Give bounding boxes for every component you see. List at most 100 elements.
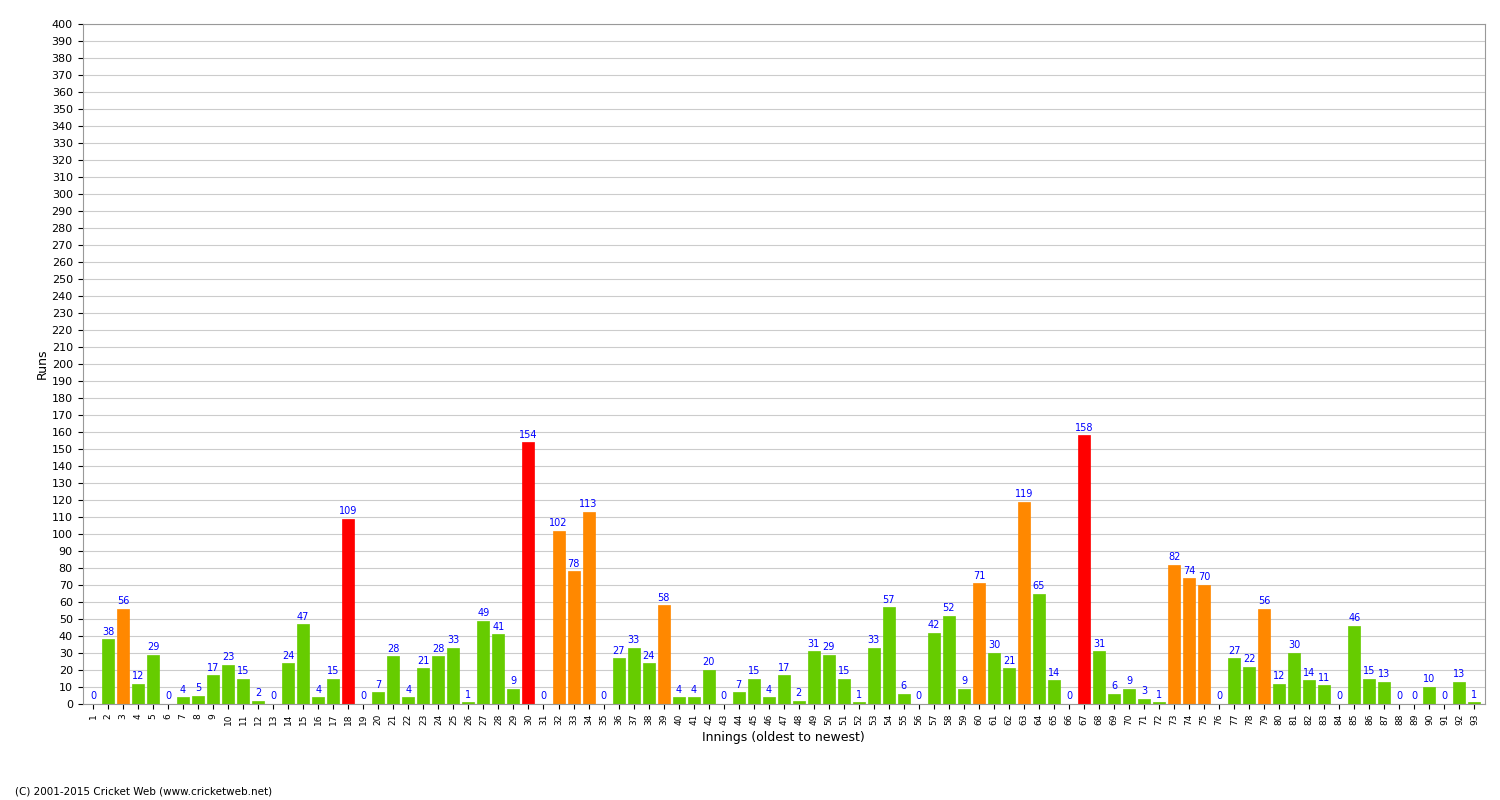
Bar bbox=[1378, 682, 1390, 704]
Text: 15: 15 bbox=[327, 666, 339, 676]
Text: 4: 4 bbox=[765, 685, 772, 694]
Text: 31: 31 bbox=[807, 638, 820, 649]
Bar bbox=[297, 624, 309, 704]
Bar bbox=[207, 675, 219, 704]
Text: 14: 14 bbox=[1304, 668, 1316, 678]
Bar bbox=[974, 583, 986, 704]
Bar bbox=[762, 697, 774, 704]
Bar bbox=[1424, 687, 1436, 704]
Text: 13: 13 bbox=[1454, 670, 1466, 679]
Bar bbox=[612, 658, 624, 704]
Text: 58: 58 bbox=[657, 593, 670, 603]
Bar bbox=[1258, 609, 1270, 704]
Text: 102: 102 bbox=[549, 518, 568, 528]
Text: 5: 5 bbox=[195, 683, 201, 693]
Bar bbox=[342, 518, 354, 704]
Bar bbox=[928, 633, 940, 704]
Text: 119: 119 bbox=[1016, 489, 1034, 499]
Text: 6: 6 bbox=[902, 682, 908, 691]
Bar bbox=[1154, 702, 1166, 704]
Bar bbox=[1364, 678, 1376, 704]
Bar bbox=[839, 678, 850, 704]
Text: 38: 38 bbox=[102, 627, 114, 637]
Bar bbox=[117, 609, 129, 704]
Bar bbox=[507, 689, 519, 704]
Text: 52: 52 bbox=[942, 603, 956, 613]
Text: 15: 15 bbox=[747, 666, 760, 676]
Text: 1: 1 bbox=[465, 690, 471, 700]
Bar bbox=[687, 697, 699, 704]
Bar bbox=[1108, 694, 1120, 704]
Text: 6: 6 bbox=[1112, 682, 1118, 691]
Text: 4: 4 bbox=[405, 685, 411, 694]
Text: 1: 1 bbox=[856, 690, 862, 700]
Text: 20: 20 bbox=[702, 658, 715, 667]
Bar bbox=[1318, 686, 1330, 704]
Text: 4: 4 bbox=[315, 685, 321, 694]
Bar bbox=[1288, 653, 1300, 704]
Bar bbox=[642, 663, 654, 704]
Bar bbox=[147, 654, 159, 704]
Text: 70: 70 bbox=[1198, 573, 1210, 582]
Text: 4: 4 bbox=[180, 685, 186, 694]
Bar bbox=[1468, 702, 1480, 704]
Text: 158: 158 bbox=[1076, 423, 1094, 433]
Bar bbox=[1048, 680, 1060, 704]
Text: (C) 2001-2015 Cricket Web (www.cricketweb.net): (C) 2001-2015 Cricket Web (www.cricketwe… bbox=[15, 786, 272, 796]
Text: 7: 7 bbox=[735, 679, 742, 690]
Text: 74: 74 bbox=[1184, 566, 1196, 576]
Text: 82: 82 bbox=[1168, 552, 1180, 562]
Text: 1: 1 bbox=[1156, 690, 1162, 700]
Text: 42: 42 bbox=[927, 620, 940, 630]
Text: 21: 21 bbox=[417, 656, 429, 666]
Text: 41: 41 bbox=[492, 622, 504, 632]
Text: 15: 15 bbox=[237, 666, 249, 676]
Bar bbox=[1244, 666, 1256, 704]
Text: 22: 22 bbox=[1244, 654, 1256, 664]
Text: 0: 0 bbox=[1412, 691, 1418, 702]
Text: 0: 0 bbox=[1442, 691, 1448, 702]
Text: 24: 24 bbox=[642, 650, 656, 661]
Text: 33: 33 bbox=[447, 635, 459, 646]
Bar bbox=[1274, 683, 1286, 704]
Text: 46: 46 bbox=[1348, 614, 1360, 623]
Text: 0: 0 bbox=[916, 691, 922, 702]
Bar bbox=[944, 616, 956, 704]
Bar bbox=[824, 654, 836, 704]
Text: 0: 0 bbox=[1396, 691, 1402, 702]
Text: 3: 3 bbox=[1142, 686, 1148, 696]
Bar bbox=[1304, 680, 1316, 704]
Text: 31: 31 bbox=[1094, 638, 1106, 649]
Bar bbox=[282, 663, 294, 704]
Text: 0: 0 bbox=[360, 691, 366, 702]
Bar bbox=[627, 648, 639, 704]
Text: 17: 17 bbox=[207, 662, 219, 673]
Text: 0: 0 bbox=[540, 691, 546, 702]
Text: 0: 0 bbox=[90, 691, 96, 702]
Text: 33: 33 bbox=[627, 635, 639, 646]
Bar bbox=[1078, 435, 1090, 704]
Text: 0: 0 bbox=[720, 691, 726, 702]
Bar bbox=[417, 668, 429, 704]
Text: 56: 56 bbox=[1258, 596, 1270, 606]
Bar bbox=[492, 634, 504, 704]
Bar bbox=[582, 512, 594, 704]
Bar bbox=[327, 678, 339, 704]
Bar bbox=[988, 653, 1000, 704]
Text: 65: 65 bbox=[1034, 581, 1046, 591]
Bar bbox=[1094, 651, 1106, 704]
Text: 56: 56 bbox=[117, 596, 129, 606]
Text: 71: 71 bbox=[974, 570, 986, 581]
Bar bbox=[702, 670, 714, 704]
Bar bbox=[747, 678, 759, 704]
Text: 78: 78 bbox=[567, 559, 579, 569]
Bar bbox=[794, 701, 806, 704]
Text: 23: 23 bbox=[222, 652, 234, 662]
Text: 0: 0 bbox=[1216, 691, 1222, 702]
Text: 27: 27 bbox=[612, 646, 626, 655]
Text: 15: 15 bbox=[837, 666, 850, 676]
Bar bbox=[1004, 668, 1016, 704]
Bar bbox=[732, 692, 744, 704]
Bar bbox=[884, 607, 896, 704]
Text: 9: 9 bbox=[1126, 676, 1132, 686]
